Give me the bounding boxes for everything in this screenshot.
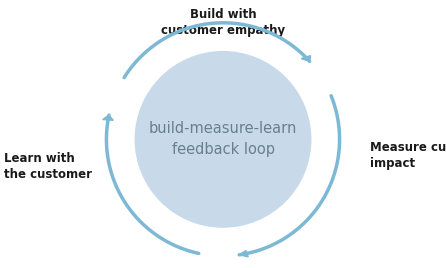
Text: Build with
customer empathy: Build with customer empathy [161, 8, 285, 37]
Text: Learn with
the customer: Learn with the customer [4, 152, 92, 181]
Polygon shape [239, 251, 248, 257]
Text: build-measure-learn
feedback loop: build-measure-learn feedback loop [149, 121, 297, 157]
Polygon shape [301, 55, 310, 61]
Polygon shape [103, 115, 113, 120]
Ellipse shape [135, 51, 311, 228]
Text: Measure customer
impact: Measure customer impact [370, 141, 446, 170]
